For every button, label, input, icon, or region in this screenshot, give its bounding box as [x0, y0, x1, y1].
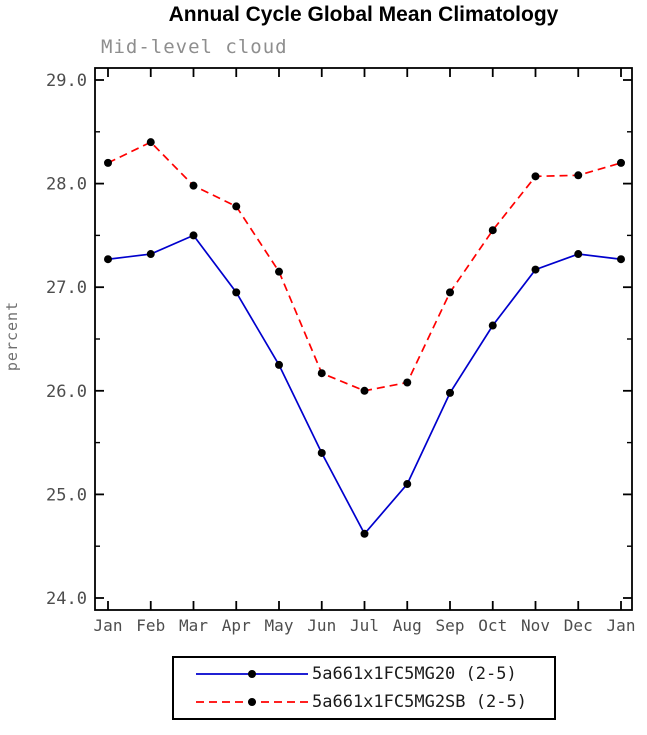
svg-text:Jan: Jan — [607, 616, 636, 635]
legend-label-series-0: 5a661x1FC5MG20 (2-5) — [312, 664, 517, 684]
chart-title: Annual Cycle Global Mean Climatology — [168, 3, 559, 26]
svg-text:Feb: Feb — [136, 616, 165, 635]
svg-text:28.0: 28.0 — [46, 175, 87, 195]
svg-text:25.0: 25.0 — [46, 485, 87, 505]
svg-text:Nov: Nov — [521, 616, 550, 635]
legend-item-series-0: 5a661x1FC5MG20 (2-5) — [174, 661, 554, 688]
svg-text:Aug: Aug — [393, 616, 422, 635]
svg-text:Dec: Dec — [564, 616, 593, 635]
svg-text:27.0: 27.0 — [46, 278, 87, 298]
svg-text:May: May — [265, 616, 294, 635]
svg-text:Apr: Apr — [222, 616, 251, 635]
chart-canvas: Jan Feb Mar Apr May Jun Jul Aug Sep Oct Nov Dec Jan 2… — [46, 67, 636, 635]
svg-text:Jun: Jun — [307, 616, 336, 635]
svg-text:24.0: 24.0 — [46, 589, 87, 609]
svg-text:Mar: Mar — [179, 616, 208, 635]
svg-text:Jul: Jul — [350, 616, 379, 635]
chart-subtitle: Mid-level cloud — [101, 36, 288, 58]
svg-text:Sep: Sep — [436, 616, 465, 635]
legend-sample-series-1-line-icon — [196, 698, 308, 706]
legend-item-series-1: 5a661x1FC5MG2SB (2-5) — [174, 689, 554, 716]
svg-text:Oct: Oct — [478, 616, 507, 635]
legend-box: 5a661x1FC5MG20 (2-5) 5a661x1FC5MG2SB (2-… — [172, 656, 556, 720]
svg-text:Jan: Jan — [94, 616, 123, 635]
legend-sample-series-0-line-icon — [196, 670, 308, 678]
legend-label-series-1: 5a661x1FC5MG2SB (2-5) — [312, 692, 527, 712]
svg-text:26.0: 26.0 — [46, 382, 87, 402]
svg-text:29.0: 29.0 — [46, 71, 87, 91]
